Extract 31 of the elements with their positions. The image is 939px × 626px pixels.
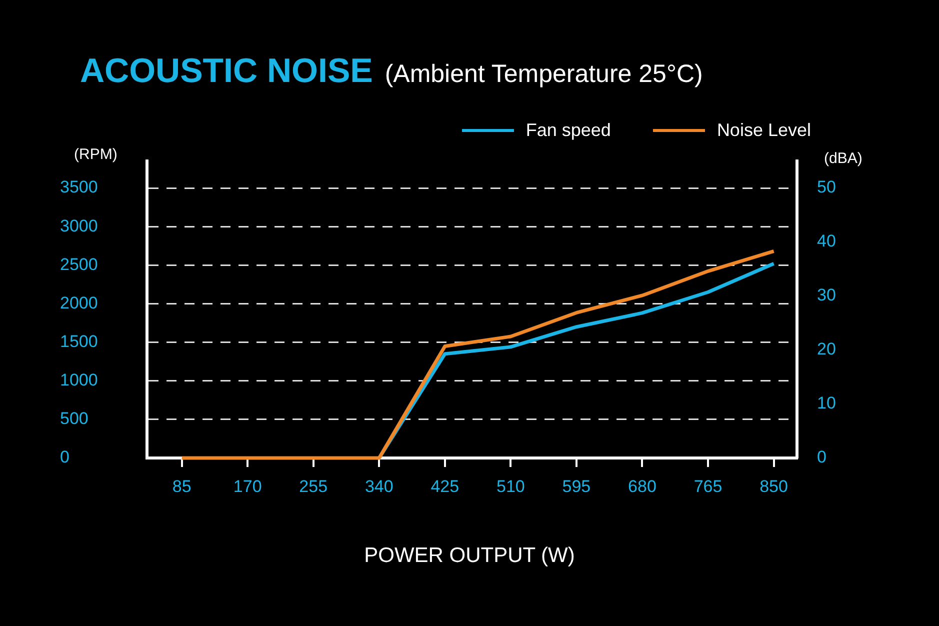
y2-tick-label: 30 bbox=[817, 286, 836, 305]
x-tick-label: 340 bbox=[364, 476, 394, 496]
x-tick-label: 85 bbox=[172, 476, 192, 496]
y-tick-label: 500 bbox=[60, 409, 88, 428]
legend-label: Fan speed bbox=[526, 120, 611, 141]
x-tick-label: 425 bbox=[430, 476, 460, 496]
x-axis-title: POWER OUTPUT (W) bbox=[363, 544, 576, 568]
y2-tick-label: 50 bbox=[817, 178, 836, 197]
chart-title: ACOUSTIC NOISE bbox=[80, 52, 373, 90]
legend-label: Noise Level bbox=[716, 120, 811, 141]
y-tick-label: 1500 bbox=[60, 332, 98, 351]
x-tick-label: 765 bbox=[694, 476, 722, 496]
y-tick-label: 2000 bbox=[60, 293, 98, 312]
y2-tick-label: 0 bbox=[817, 448, 826, 467]
y2-tick-label: 10 bbox=[817, 394, 836, 413]
chart-subtitle: (Ambient Temperature 25°C) bbox=[384, 60, 703, 88]
x-tick-label: 850 bbox=[760, 476, 788, 496]
y2-tick-label: 20 bbox=[817, 340, 836, 359]
y-tick-label: 3000 bbox=[60, 216, 98, 236]
x-tick-label: 510 bbox=[496, 476, 525, 496]
y2-axis-title: (dBA) bbox=[824, 150, 862, 167]
y2-tick-label: 40 bbox=[817, 232, 836, 251]
y-tick-label: 2500 bbox=[60, 254, 98, 274]
y-tick-label: 3500 bbox=[60, 178, 98, 197]
x-tick-label: 595 bbox=[562, 476, 591, 496]
x-tick-label: 680 bbox=[628, 476, 656, 496]
y-tick-label: 0 bbox=[60, 448, 70, 467]
y-tick-label: 1000 bbox=[60, 370, 98, 390]
y-axis-title: (RPM) bbox=[74, 146, 118, 163]
x-tick-label: 255 bbox=[299, 476, 328, 496]
x-tick-label: 170 bbox=[233, 476, 262, 496]
